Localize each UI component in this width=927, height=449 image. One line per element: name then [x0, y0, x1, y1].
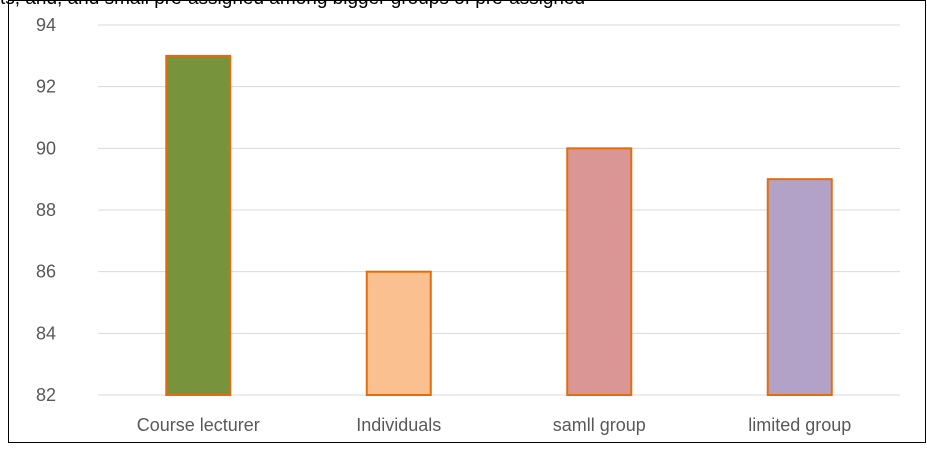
- y-tick-label: 88: [36, 200, 56, 220]
- y-tick-label: 86: [36, 262, 56, 282]
- y-axis-tick-labels: 82 84 86 88 90 92 94: [36, 15, 56, 405]
- x-axis-tick-labels: Course lecturer Individuals samll group lim…: [137, 415, 852, 435]
- bar-samll-group: [566, 147, 633, 396]
- bar-course-lecturer: [165, 54, 232, 396]
- y-tick-label: 84: [36, 323, 56, 343]
- gridlines: [98, 24, 900, 396]
- bar-individuals: [365, 270, 432, 396]
- bar-limited-group: [766, 178, 833, 396]
- bars: [165, 54, 833, 396]
- x-tick-label: Individuals: [356, 415, 441, 435]
- caption-text: ts, and, and small pre-assigned among bi…: [0, 0, 927, 9]
- x-tick-label: Course lecturer: [137, 415, 260, 435]
- chart-frame: [8, 0, 926, 443]
- y-tick-label: 94: [36, 15, 56, 35]
- y-tick-label: 90: [36, 138, 56, 158]
- y-tick-label: 82: [36, 385, 56, 405]
- y-tick-label: 92: [36, 77, 56, 97]
- x-tick-label: limited group: [748, 415, 851, 435]
- x-tick-label: samll group: [553, 415, 646, 435]
